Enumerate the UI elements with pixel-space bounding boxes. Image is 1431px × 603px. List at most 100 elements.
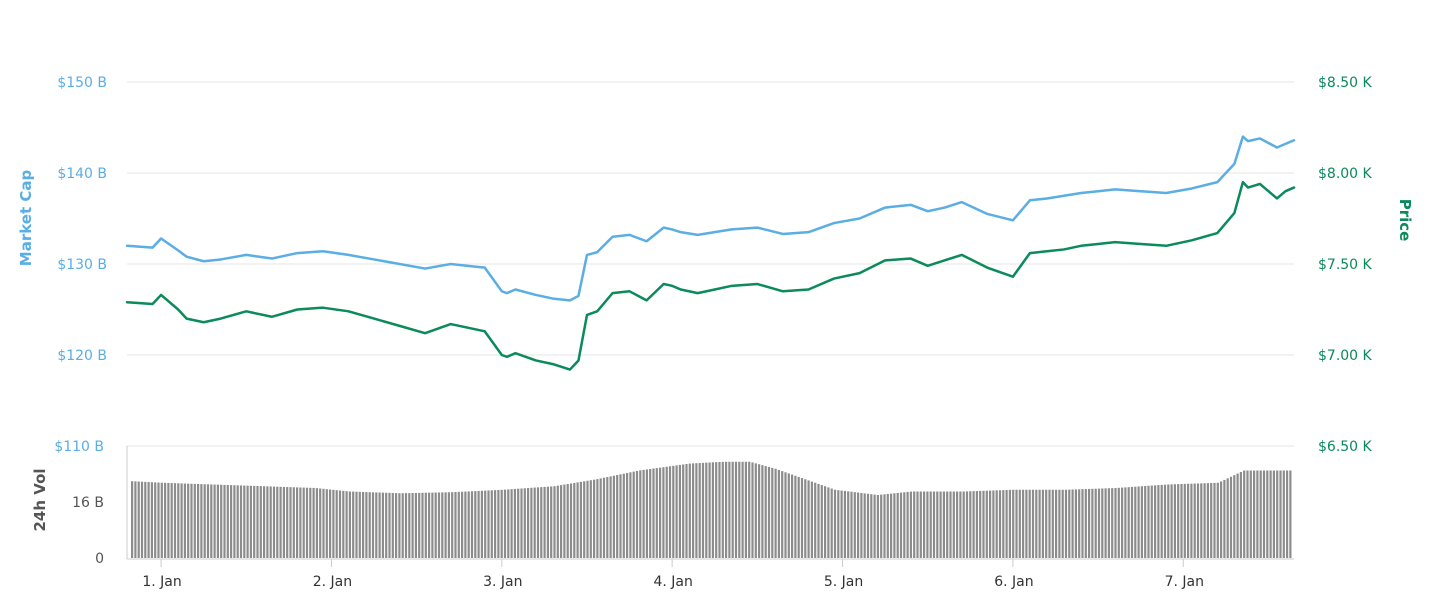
volume-bar <box>932 491 936 558</box>
volume-bar <box>1180 484 1183 558</box>
volume-bar <box>388 492 391 558</box>
volume-bar <box>362 491 365 558</box>
volume-bar <box>454 492 457 558</box>
volume-bar <box>1111 488 1114 558</box>
volume-bar <box>533 487 536 558</box>
volume-bar <box>1262 470 1266 558</box>
volume-bar <box>213 484 216 558</box>
volume-bar <box>223 484 226 558</box>
volume-bar <box>1183 483 1186 558</box>
volume-bar <box>1051 489 1054 558</box>
volume-bar <box>315 488 318 558</box>
volume-bar <box>672 465 675 558</box>
volume-bar <box>1091 488 1094 558</box>
y-right-tick: $6.50 K <box>1318 439 1373 455</box>
volume-bar <box>1187 483 1190 558</box>
volume-bar <box>1160 484 1163 558</box>
volume-bar <box>325 489 328 558</box>
volume-bar <box>510 489 513 558</box>
volume-bar <box>1282 470 1285 558</box>
volume-bar <box>140 481 144 558</box>
volume-bar <box>767 466 771 558</box>
volume-bar <box>985 490 988 558</box>
volume-bar <box>754 463 757 558</box>
volume-bar <box>249 485 252 558</box>
volume-bars <box>131 461 1292 558</box>
volume-bar <box>338 490 342 558</box>
volume-bar <box>1239 471 1242 558</box>
volume-bar <box>1028 489 1031 558</box>
volume-bar <box>873 494 876 558</box>
y-right-axis-title: Price <box>1396 199 1414 242</box>
volume-bar <box>569 483 573 558</box>
volume-bar <box>1223 479 1226 558</box>
volume-bar <box>391 492 394 558</box>
volume-bar <box>1269 470 1272 558</box>
volume-bar <box>150 482 153 558</box>
volume-bar <box>352 491 355 558</box>
volume-bar <box>843 490 846 558</box>
volume-bar <box>332 489 335 558</box>
volume-bar <box>500 489 503 558</box>
volume-bar <box>1055 489 1058 558</box>
volume-bar <box>487 490 490 558</box>
volume-bar <box>622 473 625 558</box>
line-series <box>125 135 1296 371</box>
volume-bar <box>692 463 695 558</box>
volume-bar <box>1074 489 1077 558</box>
volume-bar <box>804 479 807 558</box>
volume-bar <box>494 490 497 558</box>
volume-bar <box>1272 470 1275 558</box>
volume-bar <box>319 488 322 558</box>
volume-bar <box>1045 489 1048 558</box>
volume-bar <box>1015 489 1018 558</box>
volume-bar <box>154 482 157 558</box>
volume-bar <box>956 491 959 558</box>
volume-bar <box>946 491 949 558</box>
volume-bar <box>329 489 332 558</box>
volume-bar <box>639 470 642 558</box>
y-left-tick: $150 B <box>57 75 107 91</box>
volume-bar <box>236 485 239 558</box>
volume-bar <box>540 487 543 558</box>
volume-bar <box>1058 489 1061 558</box>
volume-bar <box>375 492 378 558</box>
volume-bar <box>649 468 652 558</box>
volume-bar <box>863 493 866 558</box>
volume-bar <box>1124 487 1127 558</box>
volume-bar <box>437 492 441 558</box>
volume-bar <box>1279 470 1282 558</box>
volume-bar <box>550 486 553 558</box>
volume-bar <box>378 492 381 558</box>
volume-bar <box>381 492 384 558</box>
volume-bar <box>787 473 790 558</box>
y-left-axis-title: Market Cap <box>17 170 35 267</box>
volume-bar <box>969 491 972 558</box>
volume-bar <box>906 491 909 558</box>
volume-bar <box>860 492 863 558</box>
volume-bar <box>246 485 249 558</box>
volume-bar <box>728 461 731 558</box>
volume-bar <box>1025 489 1028 558</box>
volume-bar <box>1088 488 1091 558</box>
volume-bar <box>682 464 685 558</box>
volume-bar <box>1134 486 1137 558</box>
x-tick-label: 5. Jan <box>824 574 863 590</box>
volume-bar <box>404 493 408 558</box>
volume-bar <box>741 461 744 558</box>
volume-bar <box>962 491 965 558</box>
volume-bar <box>1163 484 1167 558</box>
volume-bar <box>401 493 404 558</box>
volume-bar <box>995 490 998 558</box>
volume-bar <box>635 470 639 558</box>
volume-bar <box>457 491 460 558</box>
volume-bar <box>645 469 648 558</box>
volume-bar <box>1173 484 1176 558</box>
volume-bar <box>1002 490 1005 558</box>
volume-bar <box>708 462 711 558</box>
volume-bar <box>959 491 962 558</box>
volume-bar <box>814 482 817 558</box>
volume-bar <box>817 483 820 558</box>
volume-bar <box>206 484 210 558</box>
volume-bar <box>1203 483 1206 558</box>
